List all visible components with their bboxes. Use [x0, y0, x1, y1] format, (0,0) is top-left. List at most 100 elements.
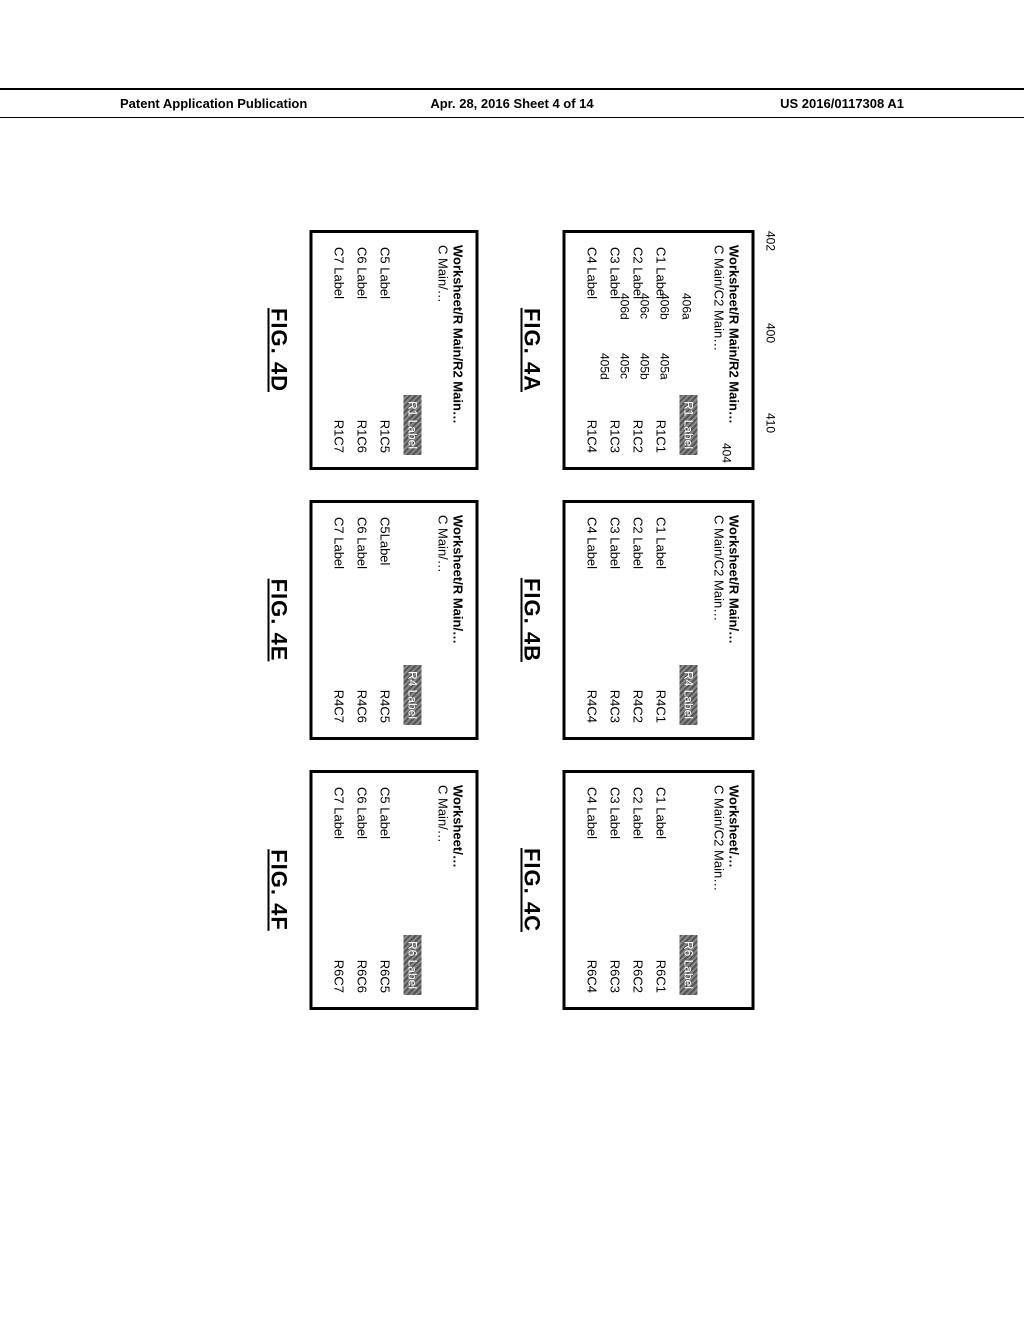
breadcrumb-col: C Main/… [436, 515, 451, 725]
row-label: C4 Label [582, 247, 603, 359]
row-value: R4C1 [651, 631, 672, 723]
row-label: C3 Label [605, 787, 626, 899]
table-row: C7 LabelR1C7 [329, 247, 350, 453]
figure-caption-4E: FIG. 4E [266, 500, 292, 740]
table-row: C3 LabelR4C3 [605, 517, 626, 723]
row-value: R6C7 [329, 901, 350, 993]
breadcrumb-row: Worksheet/R Main/R2 Main… [451, 245, 466, 455]
panel-row: Worksheet/R Main/R2 Main…C Main/C2 Main…… [519, 200, 755, 1040]
row-value: R1C2 [628, 361, 649, 453]
row-label: C6 Label [352, 787, 373, 899]
table-row: C5 LabelR6C5 [375, 787, 396, 993]
rlabel-cell: R4 Label [404, 515, 422, 725]
breadcrumb-row: Worksheet/… [451, 785, 466, 995]
row-label: C1 Label [651, 517, 672, 629]
breadcrumb-col: C Main/… [436, 245, 451, 455]
table-row: C2 LabelR6C2 [628, 787, 649, 993]
table-row: C3 LabelR6C3 [605, 787, 626, 993]
panel-4F: Worksheet/…C Main/…R6 LabelC5 LabelR6C5C… [310, 770, 479, 1010]
rlabel-cell: R6 Label [680, 785, 698, 995]
row-value: R4C6 [352, 631, 373, 723]
breadcrumb-row: Worksheet/R Main/… [727, 515, 742, 725]
row-value: R1C5 [375, 361, 396, 453]
row-label: C7 Label [329, 787, 350, 899]
row-value: R1C1 [651, 361, 672, 453]
table-row: C6 LabelR1C6 [352, 247, 373, 453]
row-label: C1 Label [651, 247, 672, 359]
callout-402: 402 [764, 231, 778, 251]
table-row: C7 LabelR4C7 [329, 517, 350, 723]
header-right: US 2016/0117308 A1 [643, 96, 904, 111]
breadcrumb-col: C Main/C2 Main… [712, 785, 727, 995]
row-label: C2 Label [628, 247, 649, 359]
page-header: Patent Application Publication Apr. 28, … [0, 88, 1024, 118]
table-row: C4 LabelR1C4 [582, 247, 603, 453]
row-value: R1C6 [352, 361, 373, 453]
panel-4A: Worksheet/R Main/R2 Main…C Main/C2 Main…… [563, 230, 755, 470]
row-label: C5 Label [375, 787, 396, 899]
panel-wrap-4D: Worksheet/R Main/R2 Main…C Main/… R1 Labe… [266, 230, 479, 470]
table-row: C4 LabelR6C4 [582, 787, 603, 993]
panel-4C: Worksheet/…C Main/C2 Main… R6 Label C1 Lab… [563, 770, 755, 1010]
table-row: C1 LabelR6C1 [651, 787, 672, 993]
table-row: C2 LabelR1C2 [628, 247, 649, 453]
row-value: R1C7 [329, 361, 350, 453]
panel-table: C5 LabelR6C5C6 LabelR6C6C7 LabelR6C7 [327, 785, 398, 995]
panel-table: C1 LabelR6C1C2 LabelR6C2C3 LabelR6C3C4 L… [580, 785, 674, 995]
row-value: R4C4 [582, 631, 603, 723]
breadcrumb-row: Worksheet/… [727, 785, 742, 995]
row-value: R6C6 [352, 901, 373, 993]
rlabel-badge: R4 Label [404, 665, 422, 725]
row-value: R4C7 [329, 631, 350, 723]
row-value: R6C5 [375, 901, 396, 993]
table-row: C2 LabelR4C2 [628, 517, 649, 723]
table-row: C6 LabelR4C6 [352, 517, 373, 723]
rlabel-badge: R6 Label [404, 935, 422, 995]
figure-caption-4C: FIG. 4C [519, 770, 545, 1010]
figure-caption-4F: FIG. 4F [266, 770, 292, 1010]
breadcrumb-row: Worksheet/R Main/… [451, 515, 466, 725]
panel-wrap-4C: Worksheet/…C Main/C2 Main… R6 Label C1 Lab… [519, 770, 755, 1010]
rlabel-cell: R4 Label [680, 515, 698, 725]
row-value: R1C3 [605, 361, 626, 453]
table-row: C1 LabelR4C1 [651, 517, 672, 723]
row-label: C7 Label [329, 517, 350, 629]
row-value: R4C2 [628, 631, 649, 723]
row-value: R4C3 [605, 631, 626, 723]
table-row: C1 LabelR1C1 [651, 247, 672, 453]
panel-4E: Worksheet/R Main/…C Main/… R4 Label C5Labe… [310, 500, 479, 740]
breadcrumb-col: C Main/… [436, 785, 451, 995]
breadcrumb-col: C Main/C2 Main… [712, 515, 727, 725]
header-left: Patent Application Publication [120, 96, 381, 111]
rlabel-cell: R6 Label [404, 785, 422, 995]
table-row: C3 LabelR1C3 [605, 247, 626, 453]
rlabel-cell: R1 Label [680, 245, 698, 455]
figure-caption-4A: FIG. 4A [519, 230, 545, 470]
row-label: C5Label [375, 517, 396, 629]
rlabel-badge: R6 Label [680, 935, 698, 995]
row-label: C6 Label [352, 517, 373, 629]
panel-table: C1 LabelR1C1C2 LabelR1C2C3 LabelR1C3C4 L… [580, 245, 674, 455]
panel-wrap-4B: Worksheet/R Main/…C Main/C2 Main… R4 Labe… [519, 500, 755, 740]
row-label: C1 Label [651, 787, 672, 899]
panel-4D: Worksheet/R Main/R2 Main…C Main/… R1 Labe… [310, 230, 479, 470]
header-center: Apr. 28, 2016 Sheet 4 of 14 [381, 96, 642, 111]
row-label: C3 Label [605, 247, 626, 359]
rlabel-cell: R1 Label [404, 245, 422, 455]
table-row: C4 LabelR4C4 [582, 517, 603, 723]
row-value: R6C2 [628, 901, 649, 993]
row-label: C3 Label [605, 517, 626, 629]
row-label: C6 Label [352, 247, 373, 359]
row-value: R6C1 [651, 901, 672, 993]
panel-wrap-4A: Worksheet/R Main/R2 Main…C Main/C2 Main…… [519, 230, 755, 470]
rlabel-badge: R4 Label [680, 665, 698, 725]
panel-table: C5LabelR4C5C6 LabelR4C6C7 LabelR4C7 [327, 515, 398, 725]
rlabel-badge: R1 Label [680, 395, 698, 455]
table-row: C6 LabelR6C6 [352, 787, 373, 993]
row-label: C7 Label [329, 247, 350, 359]
panel-table: C5 LabelR1C5C6 LabelR1C6C7 LabelR1C7 [327, 245, 398, 455]
row-value: R1C4 [582, 361, 603, 453]
row-label: C4 Label [582, 517, 603, 629]
panel-table: C1 LabelR4C1C2 LabelR4C2C3 LabelR4C3C4 L… [580, 515, 674, 725]
row-value: R6C3 [605, 901, 626, 993]
